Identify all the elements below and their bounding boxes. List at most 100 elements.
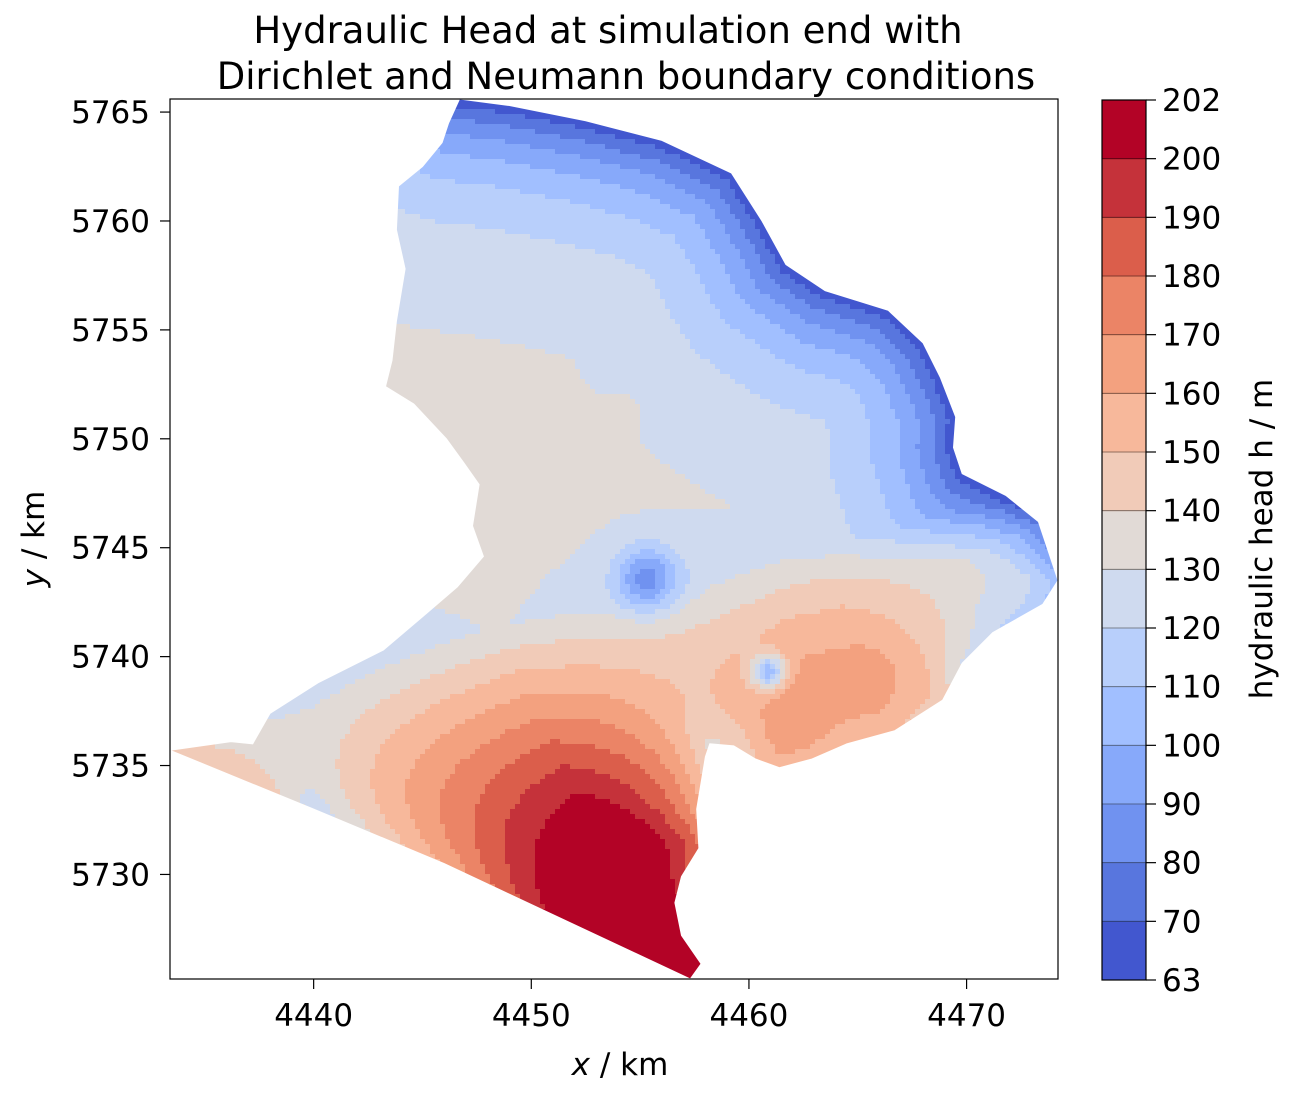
field-cell <box>510 194 516 200</box>
field-cell <box>980 99 986 105</box>
field-cell <box>415 109 421 115</box>
field-cell <box>580 229 586 235</box>
field-cell <box>1010 174 1016 180</box>
field-cell <box>325 204 331 210</box>
field-cell <box>190 129 196 135</box>
field-cell <box>365 104 371 110</box>
field-cell <box>185 129 191 135</box>
field-cell <box>405 204 411 210</box>
field-cell <box>225 114 231 120</box>
field-cell <box>460 214 466 220</box>
field-cell <box>680 209 686 215</box>
field-cell <box>335 154 341 160</box>
field-cell <box>650 184 656 190</box>
field-cell <box>1025 159 1031 165</box>
field-cell <box>295 189 301 195</box>
field-cell <box>855 119 861 125</box>
field-cell <box>680 129 686 135</box>
field-cell <box>500 229 506 235</box>
field-cell <box>685 139 691 145</box>
field-cell <box>820 219 826 225</box>
field-cell <box>515 209 521 215</box>
field-cell <box>300 189 306 195</box>
field-cell <box>405 179 411 185</box>
field-cell <box>995 149 1001 155</box>
field-cell <box>210 139 216 145</box>
field-cell <box>830 184 836 190</box>
field-cell <box>640 124 646 130</box>
field-cell <box>315 154 321 160</box>
field-cell <box>410 219 416 225</box>
field-cell <box>635 174 641 180</box>
field-cell <box>300 144 306 150</box>
field-cell <box>190 209 196 215</box>
field-cell <box>930 199 936 205</box>
field-cell <box>925 199 931 205</box>
field-cell <box>1000 149 1006 155</box>
field-cell <box>520 164 526 170</box>
field-cell <box>750 119 756 125</box>
field-cell <box>815 114 821 120</box>
field-cell <box>375 229 381 235</box>
field-cell <box>920 159 926 165</box>
field-cell <box>1040 149 1046 155</box>
field-cell <box>935 204 941 210</box>
field-cell <box>290 149 296 155</box>
field-cell <box>720 139 726 145</box>
field-cell <box>1000 179 1006 185</box>
field-cell <box>320 194 326 200</box>
field-cell <box>705 109 711 115</box>
field-cell <box>840 189 846 195</box>
field-cell <box>985 114 991 120</box>
field-cell <box>840 109 846 115</box>
field-cell <box>600 109 606 115</box>
field-cell <box>890 109 896 115</box>
field-cell <box>890 134 896 140</box>
field-cell <box>885 139 891 145</box>
field-cell <box>445 164 451 170</box>
field-cell <box>380 139 386 145</box>
field-cell <box>840 174 846 180</box>
field-cell <box>325 219 331 225</box>
field-cell <box>265 164 271 170</box>
field-cell <box>230 184 236 190</box>
field-cell <box>845 139 851 145</box>
field-cell <box>590 194 596 200</box>
field-cell <box>635 229 641 235</box>
field-cell <box>895 199 901 205</box>
field-cell <box>415 209 421 215</box>
field-cell <box>430 199 436 205</box>
field-cell <box>695 229 701 235</box>
field-cell <box>205 234 211 240</box>
field-cell <box>830 129 836 135</box>
field-cell <box>555 144 561 150</box>
field-cell <box>735 184 741 190</box>
field-cell <box>655 194 661 200</box>
field-cell <box>985 164 991 170</box>
field-cell <box>840 149 846 155</box>
field-cell <box>935 229 941 235</box>
field-cell <box>375 194 381 200</box>
field-cell <box>435 149 441 155</box>
field-cell <box>280 219 286 225</box>
field-cell <box>700 159 706 165</box>
field-cell <box>495 104 501 110</box>
field-cell <box>495 124 501 130</box>
field-cell <box>740 104 746 110</box>
field-cell <box>610 184 616 190</box>
field-cell <box>905 209 911 215</box>
field-cell <box>425 209 431 215</box>
field-cell <box>730 119 736 125</box>
field-cell <box>465 234 471 240</box>
field-cell <box>860 214 866 220</box>
field-cell <box>965 139 971 145</box>
field-cell <box>785 104 791 110</box>
field-cell <box>815 234 821 240</box>
field-cell <box>330 124 336 130</box>
field-cell <box>565 154 571 160</box>
field-cell <box>390 174 396 180</box>
field-cell <box>670 124 676 130</box>
field-cell <box>255 189 261 195</box>
field-cell <box>925 149 931 155</box>
field-cell <box>400 184 406 190</box>
